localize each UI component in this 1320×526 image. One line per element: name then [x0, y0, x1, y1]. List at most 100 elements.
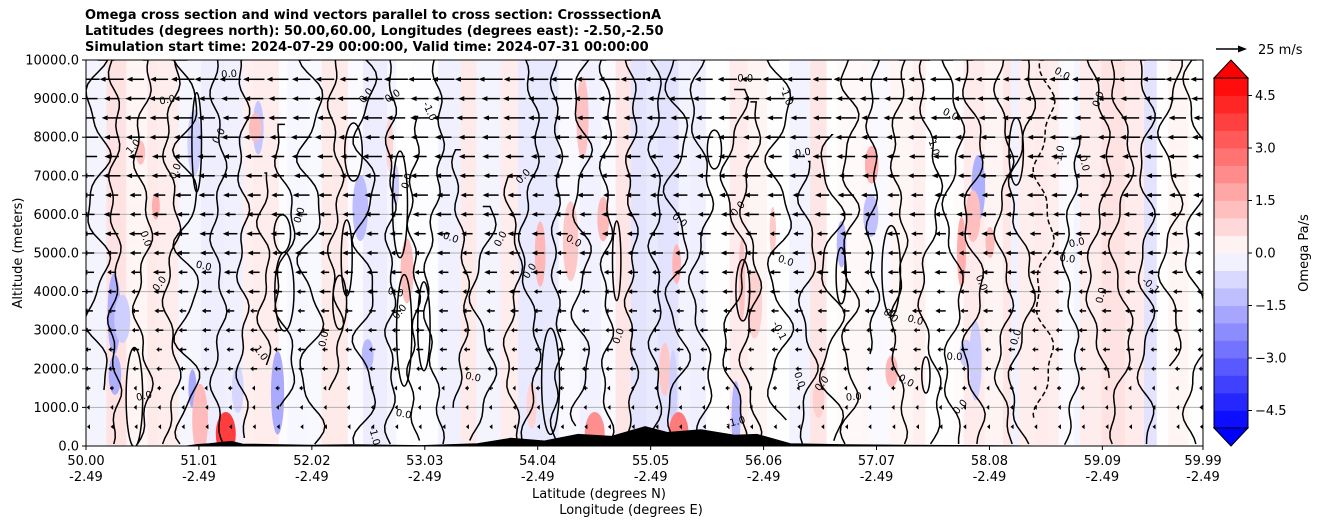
wind-arrow	[504, 134, 524, 140]
wind-arrow	[1150, 347, 1157, 352]
wind-arrow-head	[320, 327, 325, 333]
wind-arrow-head	[297, 347, 301, 352]
wind-arrow-head	[389, 211, 396, 217]
wind-arrow-head	[1119, 134, 1126, 140]
wind-arrow-head	[723, 366, 727, 372]
wind-arrow-head	[769, 269, 775, 275]
wind-arrow	[462, 269, 472, 275]
wind-arrow	[910, 192, 924, 198]
wind-arrow-head	[793, 289, 798, 295]
wind-arrow	[276, 424, 280, 430]
wind-arrow	[533, 327, 543, 333]
contour-label: 0.0	[611, 327, 627, 346]
wind-arrow	[866, 366, 873, 372]
wind-arrow	[344, 327, 353, 333]
wind-arrow	[1052, 250, 1066, 256]
wind-arrow	[743, 154, 759, 159]
wind-arrow-head	[1103, 366, 1107, 372]
wind-arrow-head	[794, 308, 798, 314]
wind-arrow-head	[1124, 308, 1130, 314]
wind-arrow-head	[367, 327, 372, 333]
wind-arrow-head	[577, 173, 584, 179]
wind-arrow	[911, 308, 922, 314]
wind-arrow-head	[1052, 250, 1059, 256]
wind-arrow-head	[1006, 269, 1011, 275]
wind-arrow-head	[842, 308, 846, 314]
wind-arrow	[601, 115, 617, 121]
wind-arrow-head	[199, 211, 206, 217]
wind-arrow	[391, 327, 400, 333]
contour-line	[941, 60, 966, 444]
wind-arrow	[1168, 154, 1187, 159]
wind-arrow	[1027, 173, 1044, 179]
wind-arrow-head	[749, 385, 753, 391]
wind-arrow	[1195, 250, 1203, 256]
wind-arrow	[1147, 269, 1160, 275]
wind-arrow-head	[463, 327, 467, 333]
wind-arrow-head	[935, 308, 940, 314]
wind-arrow-head	[200, 250, 206, 256]
contour-loop	[416, 281, 431, 372]
wind-arrow-head	[221, 134, 228, 140]
wind-arrow-head	[1102, 347, 1106, 352]
wind-arrow-head	[987, 424, 990, 430]
wind-arrow	[764, 96, 785, 102]
wind-arrow-head	[698, 250, 704, 256]
wind-arrow-head	[1175, 385, 1179, 391]
wind-arrow-head	[533, 289, 538, 295]
wind-arrow	[915, 404, 919, 410]
wind-arrow	[530, 154, 546, 159]
wind-arrow	[291, 154, 311, 159]
wind-arrow-head	[960, 347, 964, 352]
wind-arrow	[1167, 96, 1188, 102]
wind-arrow	[270, 154, 285, 159]
wind-arrow	[1056, 385, 1062, 391]
wind-arrow	[1055, 327, 1063, 333]
wind-arrow-head	[481, 134, 488, 140]
wind-arrow	[620, 76, 645, 82]
wind-arrow	[817, 308, 827, 314]
wind-arrow	[510, 308, 519, 314]
wind-arrow-head	[864, 250, 869, 256]
wind-arrow-head	[86, 192, 88, 198]
wind-arrow-head	[134, 424, 138, 430]
wind-arrow	[607, 385, 611, 391]
wind-arrow-head	[390, 269, 396, 275]
wind-arrow-head	[227, 385, 231, 391]
wind-arrow	[770, 308, 779, 314]
wind-arrow-head	[887, 192, 893, 198]
wind-arrow	[129, 250, 142, 256]
wind-arrow-head	[152, 269, 159, 275]
wind-arrow-head	[153, 250, 159, 256]
colorbar-ticks: 4.53.01.50.0−1.5−3.0−4.5	[1248, 89, 1287, 419]
wind-arrow-head	[414, 289, 419, 295]
wind-arrow	[912, 289, 922, 295]
wind-arrow-head	[1172, 289, 1177, 295]
wind-arrow-head	[130, 269, 135, 275]
wind-arrow	[101, 115, 122, 121]
contour-line	[662, 60, 691, 445]
wind-arrow-head	[178, 327, 183, 333]
wind-arrow-head	[410, 134, 417, 140]
wind-arrow	[411, 192, 428, 198]
wind-arrow	[673, 154, 687, 159]
wind-arrow	[676, 347, 684, 352]
wind-arrow-head	[770, 308, 775, 314]
wind-arrow	[983, 327, 992, 333]
wind-arrow-head	[748, 366, 752, 372]
shading-cell	[192, 383, 208, 446]
wind-arrow-head	[1147, 289, 1154, 295]
wind-arrow-head	[368, 308, 372, 314]
quiver-key-label: 25 m/s	[1258, 43, 1303, 58]
wind-arrow-head	[820, 404, 824, 410]
wind-arrow-head	[1028, 250, 1035, 256]
wind-arrow-head	[794, 327, 799, 333]
contour-label: -1.0	[1053, 145, 1068, 166]
wind-arrow-head	[1054, 289, 1059, 295]
wind-arrow	[646, 115, 667, 121]
wind-arrow	[388, 134, 404, 140]
wind-arrow	[290, 134, 312, 140]
wind-arrow-head	[673, 231, 679, 237]
wind-arrow-head	[1004, 173, 1011, 179]
wind-arrow	[1054, 289, 1064, 295]
